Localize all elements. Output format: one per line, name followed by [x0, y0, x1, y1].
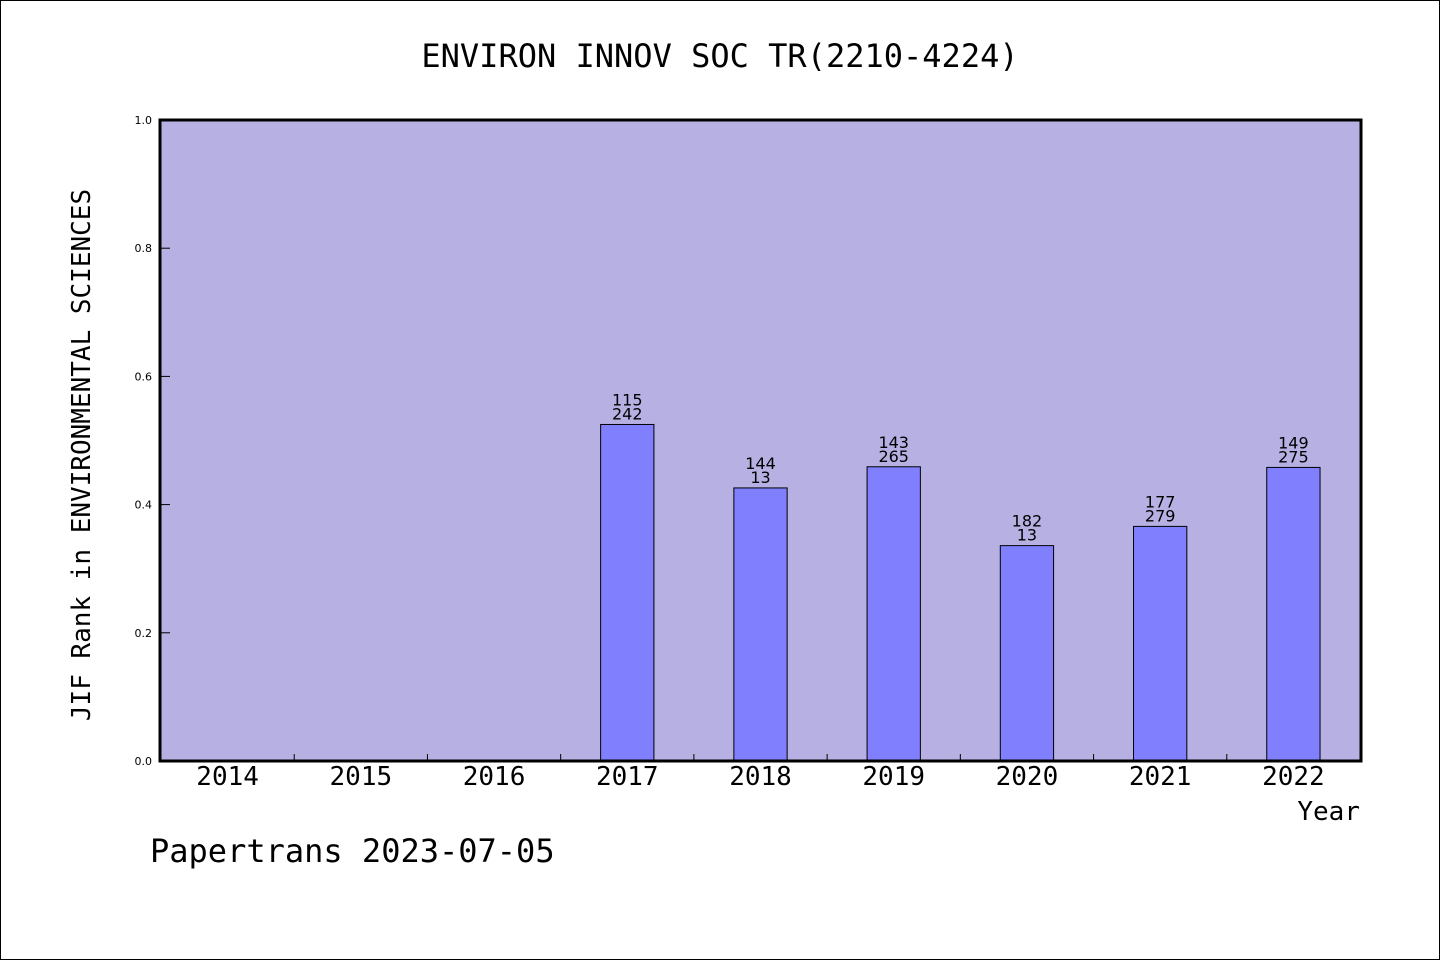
- bar-label-bottom: 13: [750, 468, 770, 487]
- bar-2021: [1133, 525, 1188, 762]
- chart-title: ENVIRON INNOV SOC TR(2210-4224): [421, 37, 1018, 75]
- bar-2018: [733, 487, 788, 762]
- bar-label-bottom: 279: [1145, 506, 1176, 525]
- x-tick-label: 2016: [463, 762, 526, 792]
- y-tick-label: 0.4: [135, 499, 153, 512]
- x-tick-label: 2015: [330, 762, 393, 792]
- x-tick-label: 2014: [196, 762, 259, 792]
- bar-label-bottom: 13: [1017, 526, 1037, 545]
- bar-2020: [999, 545, 1055, 762]
- x-tick-label: 2018: [729, 762, 792, 792]
- bar-label-bottom: 242: [612, 404, 643, 423]
- bar-label-top: 177: [1145, 492, 1176, 511]
- bar-2017: [600, 423, 655, 762]
- bar-2019: [866, 466, 921, 762]
- bar-label-top: 182: [1012, 512, 1043, 531]
- footer-source-date: Papertrans 2023-07-05: [150, 832, 555, 870]
- bar-label-top: 115: [612, 390, 643, 409]
- x-tick-label: 2019: [862, 762, 925, 792]
- bar-label-top: 143: [878, 433, 909, 452]
- y-tick-label: 0.6: [135, 370, 153, 383]
- y-tick-label: 0.8: [135, 242, 153, 255]
- bars-group: [600, 423, 1321, 762]
- bar-label-bottom: 265: [878, 447, 909, 466]
- y-axis-ticks: 0.0 0.2 0.4 0.6 0.8 1.0: [135, 114, 170, 768]
- y-tick-label: 0.2: [135, 627, 153, 640]
- x-axis-label: Year: [1297, 797, 1360, 827]
- y-axis-label: JIF Rank in ENVIRONMENTAL SCIENCES: [67, 189, 97, 721]
- plot-border: [158, 118, 1363, 763]
- bar-2022: [1266, 466, 1321, 762]
- x-tick-label: 2020: [996, 762, 1059, 792]
- x-axis-ticks: 2014 2015 2016 2017 2018 2019 2020 2021 2022: [196, 754, 1325, 792]
- y-tick-label: 0.0: [135, 755, 153, 768]
- bar-label-top: 144: [745, 454, 776, 473]
- x-tick-label: 2021: [1129, 762, 1192, 792]
- x-tick-label: 2017: [596, 762, 659, 792]
- bar-label-top: 149: [1278, 433, 1309, 452]
- bar-label-bottom: 275: [1278, 447, 1309, 466]
- x-tick-label: 2022: [1262, 762, 1325, 792]
- y-tick-label: 1.0: [135, 114, 153, 127]
